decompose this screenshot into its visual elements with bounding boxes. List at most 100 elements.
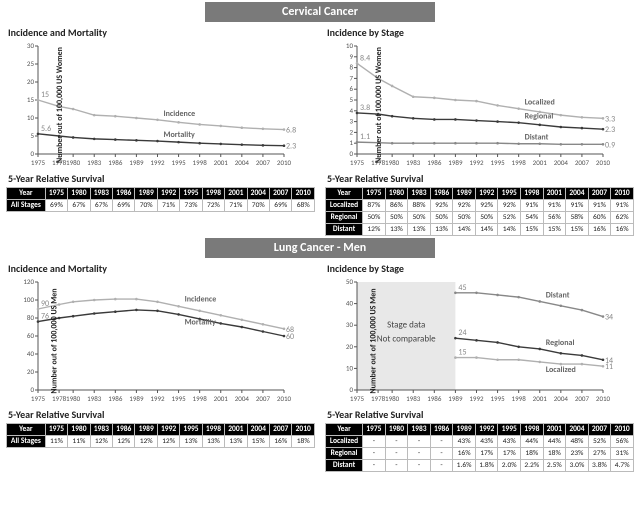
chart-lung-stage: Number out of 100,000 US Men Stage dataN… — [325, 276, 634, 406]
subtitle-lung-surv: 5-Year Relative Survival — [8, 408, 315, 421]
svg-text:2010: 2010 — [277, 158, 292, 167]
svg-text:11: 11 — [605, 362, 613, 372]
svg-text:30: 30 — [27, 41, 35, 50]
svg-text:15: 15 — [41, 90, 49, 100]
svg-text:10: 10 — [346, 41, 354, 50]
svg-text:20: 20 — [346, 342, 354, 351]
svg-text:0: 0 — [30, 149, 34, 158]
svg-text:1: 1 — [349, 138, 353, 147]
subtitle-lung-stage-surv: 5-Year Relative Survival — [327, 408, 634, 421]
svg-text:1998: 1998 — [193, 394, 208, 403]
svg-text:1992: 1992 — [150, 158, 165, 167]
svg-text:6: 6 — [349, 84, 353, 93]
svg-text:Incidence: Incidence — [163, 109, 195, 119]
table-lung-surv: Year197519801983198619891992199519982001… — [6, 423, 315, 448]
ylabel-lung-im: Number out of 100,000 US Men — [50, 288, 60, 393]
svg-text:100: 100 — [23, 295, 34, 304]
svg-text:0: 0 — [30, 385, 34, 394]
svg-text:Distant: Distant — [546, 290, 570, 300]
svg-text:4: 4 — [349, 106, 353, 115]
subtitle-lung-im: Incidence and Mortality — [8, 262, 315, 275]
svg-text:1980: 1980 — [385, 394, 400, 403]
table-lung-stage-surv: Year197519801983198619891992199519982001… — [325, 423, 634, 472]
svg-text:Mortality: Mortality — [185, 317, 216, 327]
svg-text:2010: 2010 — [596, 394, 611, 403]
svg-text:5: 5 — [30, 131, 34, 140]
svg-text:3: 3 — [349, 117, 353, 126]
svg-text:1.1: 1.1 — [360, 132, 370, 142]
svg-text:15: 15 — [27, 95, 35, 104]
svg-text:Mortality: Mortality — [163, 130, 194, 140]
svg-text:1989: 1989 — [129, 394, 144, 403]
svg-text:20: 20 — [27, 77, 35, 86]
svg-text:60: 60 — [286, 332, 294, 342]
svg-text:8: 8 — [349, 63, 353, 72]
svg-text:80: 80 — [27, 313, 35, 322]
svg-text:10: 10 — [346, 363, 354, 372]
svg-text:Regional: Regional — [546, 338, 575, 348]
chart-cerv-im: Number out of 100,000 US Women 0 5 10 15 20 2… — [6, 40, 315, 170]
ylabel-cerv-im: Number out of 100,000 US Women — [55, 47, 65, 163]
svg-text:15: 15 — [458, 348, 466, 358]
svg-text:90: 90 — [41, 299, 49, 309]
svg-text:25: 25 — [27, 59, 35, 68]
svg-text:1998: 1998 — [512, 394, 527, 403]
svg-text:1975: 1975 — [350, 158, 365, 167]
svg-text:1983: 1983 — [87, 158, 102, 167]
svg-text:1978: 1978 — [52, 394, 67, 403]
chart-lung-im: Number out of 100,000 US Men 02040608010… — [6, 276, 315, 406]
svg-text:40: 40 — [346, 299, 354, 308]
svg-text:1980: 1980 — [66, 394, 81, 403]
svg-text:30: 30 — [346, 320, 354, 329]
svg-text:2004: 2004 — [235, 394, 250, 403]
svg-text:2007: 2007 — [575, 158, 590, 167]
svg-text:2001: 2001 — [533, 158, 548, 167]
svg-text:24: 24 — [458, 328, 466, 338]
svg-text:1986: 1986 — [108, 158, 123, 167]
svg-text:2004: 2004 — [554, 394, 569, 403]
svg-text:5.6: 5.6 — [41, 124, 51, 134]
svg-text:10: 10 — [27, 113, 35, 122]
ylabel-lung-stage: Number out of 100,000 US Men — [369, 288, 379, 393]
svg-text:1998: 1998 — [512, 158, 527, 167]
svg-text:1995: 1995 — [490, 394, 505, 403]
svg-text:2004: 2004 — [554, 158, 569, 167]
svg-text:1975: 1975 — [350, 394, 365, 403]
svg-text:1995: 1995 — [490, 158, 505, 167]
svg-text:2001: 2001 — [214, 158, 229, 167]
svg-text:1992: 1992 — [469, 158, 484, 167]
svg-text:1983: 1983 — [406, 158, 421, 167]
svg-text:3.8: 3.8 — [360, 103, 370, 113]
svg-text:1989: 1989 — [448, 158, 463, 167]
svg-text:1986: 1986 — [427, 158, 442, 167]
svg-text:45: 45 — [458, 283, 466, 293]
svg-text:34: 34 — [605, 313, 613, 323]
svg-text:2.3: 2.3 — [286, 142, 296, 152]
svg-text:1995: 1995 — [171, 394, 186, 403]
subtitle-cerv-stage-surv: 5-Year Relative Survival — [327, 172, 634, 185]
svg-text:1995: 1995 — [171, 158, 186, 167]
svg-text:0: 0 — [349, 149, 353, 158]
subtitle-cerv-im: Incidence and Mortality — [8, 26, 315, 39]
svg-text:2004: 2004 — [235, 158, 250, 167]
svg-text:Localized: Localized — [546, 365, 576, 375]
table-cerv-stage-surv: Year197519801983198619891992199519982001… — [325, 187, 634, 236]
svg-text:1992: 1992 — [150, 394, 165, 403]
banner-cervical: Cervical Cancer — [205, 2, 435, 22]
svg-text:3.3: 3.3 — [605, 114, 615, 124]
svg-text:Not comparable: Not comparable — [377, 333, 436, 344]
svg-text:8.4: 8.4 — [360, 53, 370, 63]
svg-text:Regional: Regional — [525, 112, 554, 122]
svg-text:1986: 1986 — [427, 394, 442, 403]
svg-text:1978: 1978 — [371, 394, 386, 403]
svg-text:Localized: Localized — [525, 98, 555, 108]
svg-text:1980: 1980 — [385, 158, 400, 167]
svg-text:1975: 1975 — [31, 158, 46, 167]
svg-text:Incidence: Incidence — [185, 294, 217, 304]
chart-cerv-stage: Number out of 100,000 US Women 012345678… — [325, 40, 634, 170]
svg-text:1986: 1986 — [108, 394, 123, 403]
svg-text:2007: 2007 — [256, 158, 271, 167]
svg-text:1989: 1989 — [448, 394, 463, 403]
svg-text:0: 0 — [349, 385, 353, 394]
svg-text:76: 76 — [41, 312, 49, 322]
